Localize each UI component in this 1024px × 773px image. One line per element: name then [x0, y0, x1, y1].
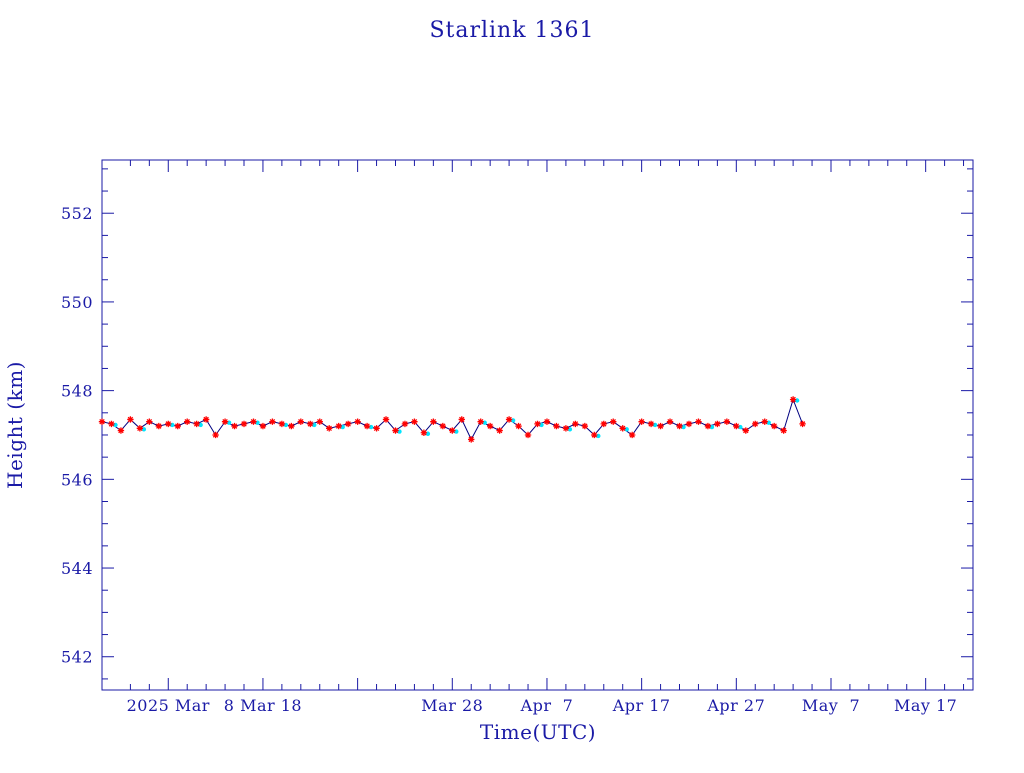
- x-tick-label: Apr 17: [612, 696, 671, 715]
- data-point: [591, 431, 598, 439]
- data-point: [647, 420, 655, 428]
- plot-frame: [101, 159, 974, 691]
- data-point: [486, 422, 494, 430]
- data-point: [212, 431, 219, 439]
- data-point: [553, 422, 560, 430]
- x-axis-label: Time(UTC): [480, 720, 596, 744]
- x-tick-label: Apr 7: [520, 696, 574, 715]
- y-tick-label: 542: [61, 648, 93, 667]
- data-point: [449, 427, 456, 434]
- data-point: [515, 422, 522, 430]
- x-axis: 2025 Mar 8 Mar 18 Mar 28 Apr 7 Apr 17 Apr 27 M…: [127, 160, 965, 715]
- data-point: [174, 422, 181, 430]
- data-point: [136, 425, 144, 432]
- x-tick-label: Mar 28: [421, 696, 483, 715]
- x-tick-label: 2025 Mar: [127, 696, 210, 715]
- data-point: [326, 425, 333, 432]
- data-point: [221, 418, 229, 425]
- data-point: [610, 418, 617, 425]
- data-point: [392, 427, 399, 434]
- data-point: [401, 420, 409, 428]
- data-point: [411, 418, 418, 425]
- data-point: [155, 422, 163, 430]
- data-point: [600, 420, 607, 428]
- data-point: [723, 418, 731, 425]
- data-point: [496, 427, 503, 434]
- data-point: [657, 422, 664, 430]
- y-tick-label: 548: [61, 382, 93, 401]
- data-point: [789, 396, 797, 403]
- data-point: [666, 418, 674, 425]
- y-axis: 542 544 546 548 550 552: [61, 168, 973, 680]
- data-point: [259, 422, 267, 430]
- data-point: [117, 427, 125, 434]
- data-point: [695, 418, 702, 425]
- data-point: [165, 420, 172, 428]
- y-tick-label: 552: [61, 204, 93, 223]
- data-point: [278, 420, 286, 428]
- data-point: [562, 425, 570, 432]
- data-point: [505, 416, 513, 423]
- data-point: [98, 418, 106, 425]
- data-point: [733, 422, 740, 430]
- data-point: [202, 416, 210, 423]
- data-point: [307, 420, 314, 428]
- y-tick-label: 544: [61, 559, 93, 578]
- data-point: [240, 420, 248, 428]
- chart-title: Starlink 1361: [429, 18, 594, 43]
- x-tick-label: 8 Mar 18: [224, 696, 302, 715]
- data-point: [761, 418, 768, 425]
- data-point: [108, 420, 115, 428]
- x-tick-label: May 7: [802, 696, 860, 715]
- data-point: [638, 418, 645, 425]
- y-tick-label: 550: [61, 293, 93, 312]
- plot-area: [98, 396, 806, 443]
- data-point: [335, 422, 342, 430]
- data-point: [524, 431, 532, 439]
- x-tick-label: May 17: [894, 696, 957, 715]
- data-point: [581, 422, 589, 430]
- data-point: [430, 418, 437, 425]
- data-point: [231, 422, 238, 430]
- data-point: [382, 416, 390, 423]
- data-point: [685, 420, 693, 428]
- data-point: [742, 427, 749, 434]
- data-point: [250, 418, 257, 425]
- y-axis-label: Height (km): [3, 361, 27, 489]
- data-point: [127, 416, 134, 423]
- data-point: [752, 420, 759, 428]
- data-point: [146, 418, 153, 425]
- data-point: [477, 418, 484, 425]
- data-point: [780, 427, 787, 434]
- data-point: [439, 422, 447, 430]
- data-point: [193, 420, 200, 428]
- data-point: [344, 420, 352, 428]
- data-point: [799, 420, 806, 428]
- data-point: [543, 418, 551, 425]
- data-point: [619, 425, 626, 432]
- data-point: [363, 422, 371, 430]
- data-point: [269, 418, 276, 425]
- data-point: [714, 420, 721, 428]
- x-tick-label: Apr 27: [706, 696, 765, 715]
- data-point: [534, 420, 541, 428]
- y-tick-label: 546: [61, 470, 93, 489]
- data-point: [770, 422, 778, 430]
- data-point: [373, 425, 380, 432]
- data-point: [572, 420, 579, 428]
- data-point: [297, 418, 305, 425]
- data-point: [184, 418, 191, 425]
- data-point: [468, 436, 475, 443]
- data-point: [288, 422, 295, 430]
- data-point: [628, 431, 636, 439]
- data-point: [420, 429, 428, 436]
- data-point: [316, 418, 323, 425]
- data-point: [704, 422, 712, 430]
- data-point: [458, 416, 465, 423]
- data-point: [354, 418, 361, 425]
- data-point: [676, 422, 683, 430]
